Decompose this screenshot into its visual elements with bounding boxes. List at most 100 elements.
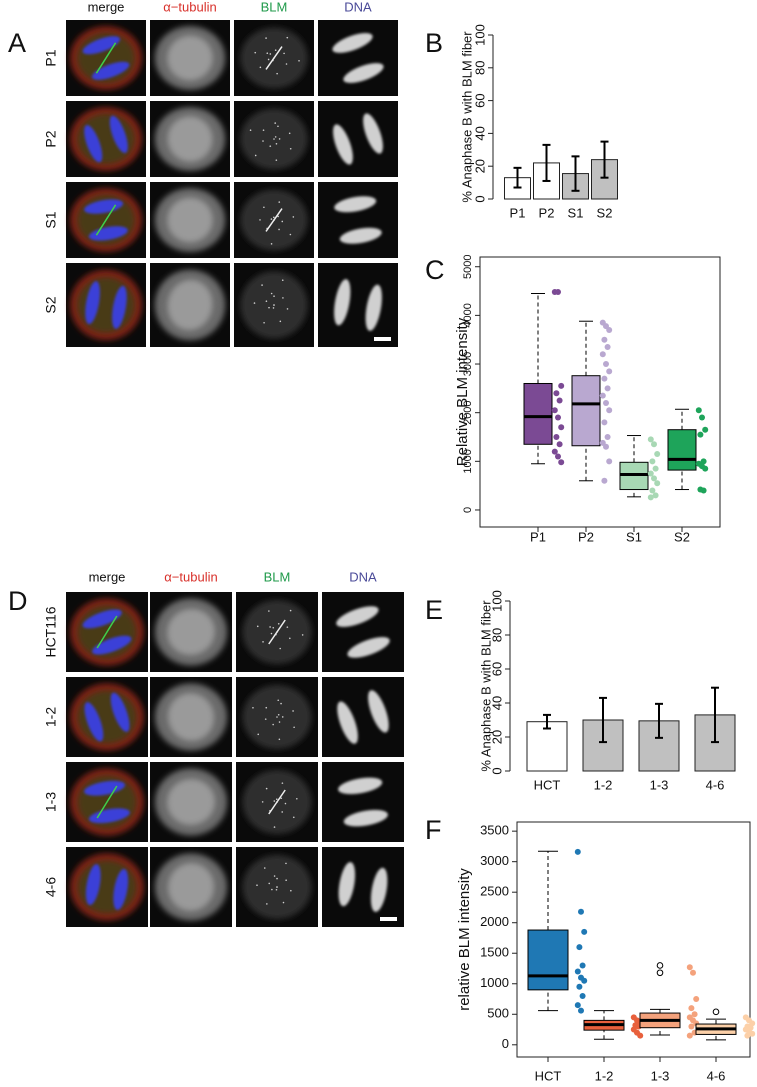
micrograph (234, 101, 314, 177)
data-point (579, 962, 586, 969)
y-tick-label: 0 (502, 1036, 509, 1051)
data-point (693, 996, 700, 1003)
data-point (606, 326, 613, 333)
blm-dot (256, 884, 258, 886)
data-point (555, 453, 561, 460)
data-point (576, 983, 583, 990)
data-point (690, 969, 696, 976)
blm-dot (271, 888, 273, 891)
blm-dot (265, 787, 268, 790)
data-point (555, 414, 561, 421)
blm-dot (274, 49, 277, 51)
y-axis-label: Relative BLM intensity (454, 317, 471, 466)
micrograph (234, 20, 314, 96)
blm-dot (281, 279, 284, 281)
data-point (604, 385, 611, 392)
y-tick-label: 1500 (480, 945, 509, 960)
blm-dot (275, 159, 278, 161)
column-header: merge (89, 569, 126, 584)
data-point (603, 361, 609, 368)
tubulin-stain (167, 779, 215, 825)
blm-dot (279, 320, 282, 323)
x-tick-label: 1-3 (650, 777, 669, 792)
blm-dot (278, 228, 280, 231)
blm-dot (285, 63, 288, 65)
blm-dot (289, 233, 292, 236)
blm-dot (270, 632, 273, 635)
data-point (688, 1023, 695, 1030)
blm-dot (293, 726, 295, 729)
y-tick-label: 100 (489, 590, 504, 612)
y-tick-label: 5000 (462, 254, 474, 278)
micrograph (150, 762, 232, 842)
image-background (318, 101, 398, 177)
x-tick-label: 1-2 (594, 777, 613, 792)
micrograph (234, 263, 314, 347)
blm-dot (292, 710, 294, 712)
blm-dot (292, 816, 295, 819)
box (523, 382, 553, 445)
dna-stain (84, 780, 126, 796)
data-point (647, 436, 654, 443)
micrograph (150, 847, 232, 927)
scale-bar (374, 337, 391, 341)
data-point (601, 336, 608, 343)
blm-dot (259, 219, 261, 221)
data-point (599, 351, 606, 358)
micrograph (66, 20, 146, 96)
data-point (647, 494, 654, 501)
micrograph (66, 847, 148, 927)
blm-dot (273, 826, 276, 828)
x-tick-label: 1-3 (651, 1068, 670, 1083)
box (527, 929, 569, 991)
y-tick-label: 0 (462, 507, 474, 513)
row-label: S1 (43, 211, 59, 228)
tubulin-stain (167, 279, 213, 331)
panel-letter: E (425, 595, 443, 625)
dna-stain (365, 284, 382, 331)
dna-stain (88, 226, 128, 241)
blm-dot (265, 37, 267, 39)
blm-dot (269, 53, 272, 55)
data-point (603, 399, 609, 406)
data-point (700, 458, 707, 465)
blm-fiber (96, 615, 118, 649)
y-tick-label: 2500 (480, 884, 509, 899)
blm-dot (272, 307, 275, 309)
tubulin-stain (167, 608, 215, 656)
data-point (581, 977, 588, 984)
y-tick-label: 20 (472, 159, 487, 173)
blm-dot (268, 610, 270, 612)
blm-dot (272, 626, 275, 629)
dna-stain (363, 113, 383, 154)
blm-dot (272, 216, 275, 219)
blm-dot (275, 142, 278, 145)
data-point (700, 487, 707, 494)
data-point (556, 441, 563, 448)
blm-dot (276, 716, 278, 718)
dna-stain (347, 637, 390, 658)
dna-stain (85, 281, 100, 325)
data-point (599, 392, 606, 399)
dna-stain (85, 864, 101, 906)
blm-dot (265, 706, 268, 709)
data-point (606, 458, 613, 465)
dna-stain (82, 36, 121, 55)
micrograph (66, 263, 146, 347)
y-tick-label: 40 (489, 696, 504, 710)
blm-dot (278, 138, 281, 140)
dna-stain (84, 124, 103, 163)
x-tick-label: HCT (535, 1068, 562, 1083)
column-header: DNA (349, 569, 377, 584)
blm-dot (281, 811, 283, 813)
dna-stain (334, 196, 377, 213)
data-point (601, 419, 608, 426)
micrograph (150, 20, 230, 96)
micrograph (318, 101, 398, 177)
data-point (654, 451, 661, 458)
data-point (702, 465, 709, 472)
dna-stain (338, 777, 383, 795)
tubulin-stain (167, 197, 213, 243)
micrograph (234, 182, 314, 258)
outlier (656, 969, 664, 977)
